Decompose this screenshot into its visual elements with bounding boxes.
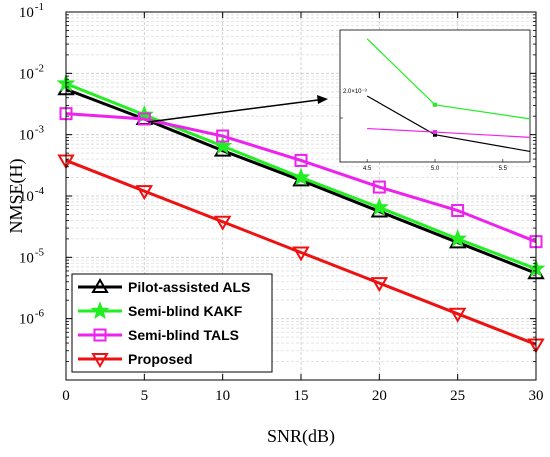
x-tick-label: 10 [215,388,230,404]
legend-marker [91,278,109,293]
data-point [213,136,233,155]
inset-y-tick: 2.0×10⁻³ [343,89,367,95]
inset-lines [366,38,530,153]
y-tick-label: 10-2 [19,62,44,82]
data-point [369,197,389,216]
arrow-head [317,95,328,104]
inset-data-point [433,132,437,137]
data-point [291,167,311,186]
legend: Pilot-assisted ALS Semi-blind KAKF Semi-… [71,273,273,373]
x-tick-label: 5 [141,388,149,404]
zoom-arrow [147,95,328,123]
data-point [216,129,230,143]
inset-series: 4.5 5.0 5.5 [340,38,530,172]
legend-marker [91,353,109,368]
legend-label-proposed: Proposed [128,351,193,367]
y-tick-label: 10-1 [19,1,44,21]
inset-x-tick-label: 5.0 [431,166,440,172]
x-tick-label: 25 [450,388,465,404]
data-point [448,307,467,323]
legend-marker [90,301,110,320]
data-point [451,204,465,218]
x-axis-label: SNR(dB) [267,426,335,447]
x-tick-label: 0 [62,388,70,404]
x-tick-label: 30 [529,388,544,404]
series-2 [59,107,543,249]
data-point [448,228,468,247]
data-point [213,215,232,231]
y-tick-label: 10-6 [19,308,45,328]
zoom-inset: 4.5 5.0 5.5 2.0×10⁻³ [339,29,531,172]
legend-label-kakf: Semi-blind KAKF [128,303,243,319]
y-tick-label: 10-3 [19,124,45,144]
data-point [370,277,389,293]
legend-label-tals: Semi-blind TALS [128,327,239,343]
arrow-line [147,99,319,123]
legend-symbols [78,278,122,368]
data-point [135,185,154,201]
series-line [65,159,537,346]
x-tick-label: 15 [294,388,309,404]
legend-label-als: Pilot-assisted ALS [128,279,250,295]
inset-x-tick-label: 4.5 [363,166,372,172]
y-tick-label: 10-5 [19,246,45,266]
x-tick-label: 20 [372,388,387,404]
inset-frame [339,29,531,163]
data-point [292,246,310,262]
legend-marker [93,328,107,342]
series-line [65,112,537,244]
data-point [294,153,308,167]
data-point [137,112,151,126]
y-axis-label: NMSE(H) [6,158,27,233]
inset-data-point [433,130,437,135]
data-point [372,180,386,194]
inset-x-tick-label: 5.5 [499,166,508,172]
inset-data-point [433,102,437,107]
